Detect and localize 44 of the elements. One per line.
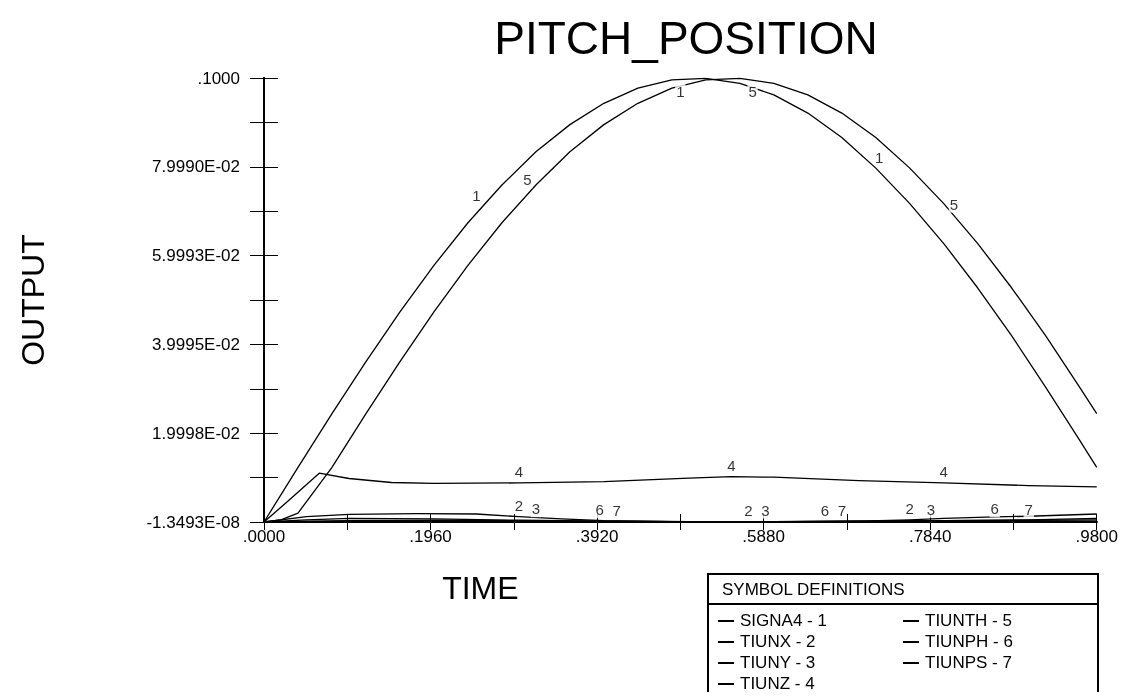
annotation: 4 [514,462,524,480]
annotation: 7 [612,501,621,519]
annotation: 5 [949,195,959,213]
legend-label: TIUNX - 2 [740,632,816,651]
annotation: 2 [514,496,524,514]
annotation: 4 [939,462,948,480]
annotation: 5 [748,82,757,100]
legend-label: SIGNA4 - 1 [740,611,827,630]
y-tick-label: .1000 [197,68,240,88]
y-tick-label: 1.9998E-02 [152,423,240,443]
annotation: 6 [820,501,829,519]
annotation: 6 [595,501,604,519]
x-axis-title: TIME [442,570,519,606]
annotation: 3 [926,500,936,518]
annotation: 3 [531,500,541,518]
legend-label: TIUNPH - 6 [925,632,1013,651]
x-tick-label: .5880 [742,527,785,546]
y-tick-label: -1.3493E-08 [146,512,240,532]
legend-title: SYMBOL DEFINITIONS [722,580,905,599]
legend-label: TIUNZ - 4 [740,674,815,693]
x-tick-label: .3920 [575,527,619,546]
x-tick-label: .1960 [409,527,452,546]
annotation: 2 [905,499,914,517]
annotation: 1 [875,148,884,166]
x-tick-label: .9800 [1075,527,1118,546]
annotation: 6 [990,500,999,518]
legend-label: TIUNY - 3 [740,653,816,672]
annotation: 1 [472,186,481,204]
x-tick-label: .7840 [908,527,952,546]
annotation: 7 [1024,500,1033,518]
annotation: 2 [744,502,753,519]
legend-label: TIUNTH - 5 [925,611,1012,630]
annotation: 1 [676,82,685,100]
annotation: 7 [837,501,846,519]
legend-label: TIUNPS - 7 [925,653,1012,672]
x-tick-label: .0000 [242,527,286,546]
annotation: 3 [761,501,770,519]
y-tick-label: 7.9990E-02 [152,157,240,177]
y-tick-label: 3.9995E-02 [152,334,240,354]
chart-title: PITCH_POSITION [494,12,878,64]
annotation: 4 [727,456,736,474]
annotation: 5 [523,171,532,189]
y-tick-label: 5.9993E-02 [152,246,240,266]
y-axis-title: OUTPUT [15,234,51,366]
